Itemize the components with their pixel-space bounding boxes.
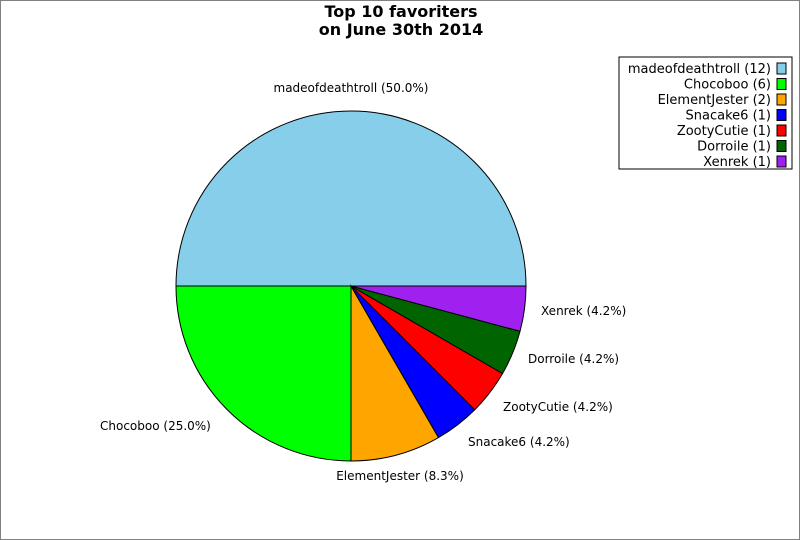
legend-swatch-elementjester	[776, 93, 787, 106]
slice-label-zootycutie: ZootyCutie (4.2%)	[503, 400, 613, 414]
legend-swatch-dorroile	[776, 140, 787, 152]
chart-title-line-1: Top 10 favoriters	[324, 2, 478, 21]
legend-swatch-chocoboo	[776, 78, 787, 90]
legend-label-chocoboo: Chocoboo (6)	[684, 78, 771, 93]
chart-title: Top 10 favoriters on June 30th 2014	[1, 2, 799, 39]
pie-slice-elementjester	[350, 284, 440, 462]
slice-label-xenrek: Xenrek (4.2%)	[541, 304, 626, 318]
legend-swatch-snacake6	[776, 109, 787, 121]
slice-label-snacake6: Snacake6 (4.2%)	[468, 435, 570, 449]
legend-label-elementjester: ElementJester (2)	[658, 93, 771, 108]
pie-slice-chocoboo	[175, 285, 352, 462]
legend-label-dorroile: Dorroile (1)	[697, 140, 771, 155]
legend-swatch-xenrek	[776, 155, 787, 168]
legend-label-zootycutie: ZootyCutie (1)	[677, 124, 771, 139]
chart-title-line-2: on June 30th 2014	[318, 20, 484, 39]
slice-label-elementjester: ElementJester (8.3%)	[336, 469, 464, 483]
legend-label-snacake6: Snacake6 (1)	[686, 109, 771, 124]
slice-label-chocoboo: Chocoboo (25.0%)	[100, 419, 211, 433]
legend-label-madeofdeathtroll: madeofdeathtroll (12)	[628, 62, 771, 77]
slice-label-madeofdeathtroll: madeofdeathtroll (50.0%)	[274, 81, 429, 95]
pie-slice-madeofdeathtroll	[175, 110, 527, 287]
pie-slice-xenrek	[350, 285, 527, 332]
legend-swatch-zootycutie	[776, 124, 787, 137]
legend-label-xenrek: Xenrek (1)	[703, 155, 771, 170]
legend-box	[618, 56, 793, 170]
slice-label-dorroile: Dorroile (4.2%)	[528, 352, 619, 366]
legend-swatch-madeofdeathtroll	[776, 62, 787, 75]
